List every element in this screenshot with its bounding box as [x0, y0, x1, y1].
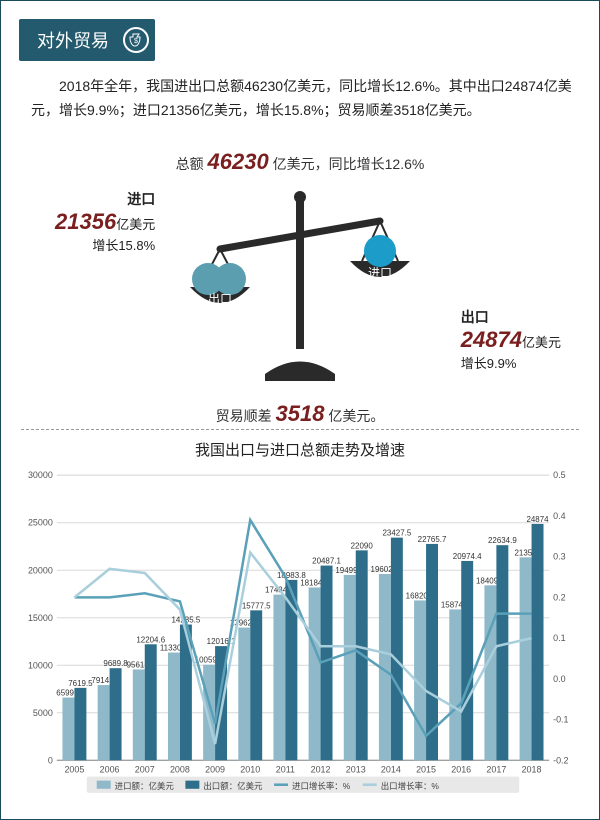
chart-title: 我国出口与进口总额走势及增速 — [1, 439, 599, 460]
section-divider — [21, 429, 579, 430]
svg-text:23427.5: 23427.5 — [382, 529, 411, 538]
trade-chart: 0 5000 10000 15000 20000 25000 30000 -0.2 -0.1 0.… — [15, 465, 585, 801]
svg-text:2009: 2009 — [205, 764, 225, 774]
svg-text:0.4: 0.4 — [553, 511, 565, 521]
svg-text:15777.5: 15777.5 — [242, 601, 271, 610]
import-value: 21356 — [55, 209, 116, 234]
intro-paragraph: 2018年全年，我国进出口总额46230亿美元，同比增长12.6%。其中出口24… — [31, 75, 575, 123]
svg-text:出口额：亿美元: 出口额：亿美元 — [203, 780, 263, 791]
svg-text:10000: 10000 — [28, 660, 53, 670]
svg-text:$: $ — [134, 38, 138, 45]
surplus-suffix: 亿美元。 — [328, 408, 384, 424]
svg-text:2017: 2017 — [486, 764, 506, 774]
svg-text:9689.8: 9689.8 — [103, 659, 128, 668]
svg-text:0: 0 — [48, 755, 53, 765]
svg-text:30000: 30000 — [28, 470, 53, 480]
svg-text:2012: 2012 — [311, 764, 331, 774]
svg-text:进口增长率：%: 进口增长率：% — [292, 780, 351, 791]
section-header: 对外贸易 $ — [19, 19, 155, 61]
svg-text:20487.1: 20487.1 — [312, 556, 341, 565]
svg-text:0.5: 0.5 — [553, 470, 565, 480]
right-pan-label: 进口 — [368, 266, 392, 280]
svg-text:20000: 20000 — [28, 565, 53, 575]
svg-text:2007: 2007 — [135, 764, 155, 774]
svg-text:24874: 24874 — [526, 515, 549, 524]
svg-text:22634.9: 22634.9 — [488, 536, 517, 545]
svg-text:0.1: 0.1 — [553, 633, 565, 643]
summary-line: 总额 46230 亿美元，同比增长12.6% — [1, 149, 599, 175]
svg-text:进口额：亿美元: 进口额：亿美元 — [115, 780, 175, 791]
import-growth: 增长15.8% — [55, 235, 155, 254]
svg-text:-0.2: -0.2 — [553, 755, 568, 765]
svg-text:2016: 2016 — [451, 764, 471, 774]
svg-text:12016.1: 12016.1 — [207, 637, 236, 646]
summary-total: 46230 — [208, 149, 269, 174]
svg-text:7619.5: 7619.5 — [68, 679, 93, 688]
svg-text:2018: 2018 — [522, 764, 542, 774]
summary-prefix: 总额 — [176, 156, 204, 172]
export-label: 出口 — [461, 307, 561, 327]
svg-text:2011: 2011 — [276, 764, 295, 774]
svg-text:2014: 2014 — [381, 764, 401, 774]
surplus-value: 3518 — [276, 401, 325, 426]
money-bag-icon: $ — [123, 27, 149, 53]
export-growth: 增长9.9% — [461, 353, 561, 372]
svg-text:25000: 25000 — [28, 518, 53, 528]
summary-unit: 亿美元，同比增长12.6% — [273, 156, 425, 172]
export-value: 24874 — [461, 327, 522, 352]
section-title: 对外贸易 — [37, 27, 109, 53]
svg-text:20974.4: 20974.4 — [453, 552, 482, 561]
svg-text:0.0: 0.0 — [553, 674, 565, 684]
surplus-prefix: 贸易顺差 — [216, 408, 272, 424]
surplus-line: 贸易顺差 3518 亿美元。 — [1, 401, 599, 427]
svg-text:12204.6: 12204.6 — [136, 635, 165, 644]
svg-text:2005: 2005 — [64, 764, 84, 774]
svg-text:22765.7: 22765.7 — [418, 535, 447, 544]
svg-text:0.2: 0.2 — [553, 592, 565, 602]
svg-text:15000: 15000 — [28, 613, 53, 623]
svg-text:-0.1: -0.1 — [553, 715, 568, 725]
svg-text:2015: 2015 — [416, 764, 436, 774]
left-pan-label: 出口 — [208, 292, 232, 306]
export-callout: 出口 24874亿美元 增长9.9% — [461, 307, 561, 372]
balance-scale-graphic: 进口 21356亿美元 增长15.8% 出口 24874亿美元 增长9.9% 出… — [1, 179, 599, 399]
import-label: 进口 — [55, 189, 155, 209]
svg-text:22090: 22090 — [351, 541, 374, 550]
svg-text:出口增长率：%: 出口增长率：% — [381, 780, 440, 791]
export-unit: 亿美元 — [522, 335, 561, 350]
svg-text:2013: 2013 — [346, 764, 366, 774]
scale-icon: 出口 进口 — [150, 179, 450, 389]
svg-text:5000: 5000 — [33, 708, 53, 718]
import-unit: 亿美元 — [116, 217, 155, 232]
svg-text:2010: 2010 — [240, 764, 260, 774]
svg-text:2008: 2008 — [170, 764, 190, 774]
svg-text:2006: 2006 — [100, 764, 120, 774]
svg-text:0.3: 0.3 — [553, 552, 565, 562]
import-callout: 进口 21356亿美元 增长15.8% — [55, 189, 155, 254]
